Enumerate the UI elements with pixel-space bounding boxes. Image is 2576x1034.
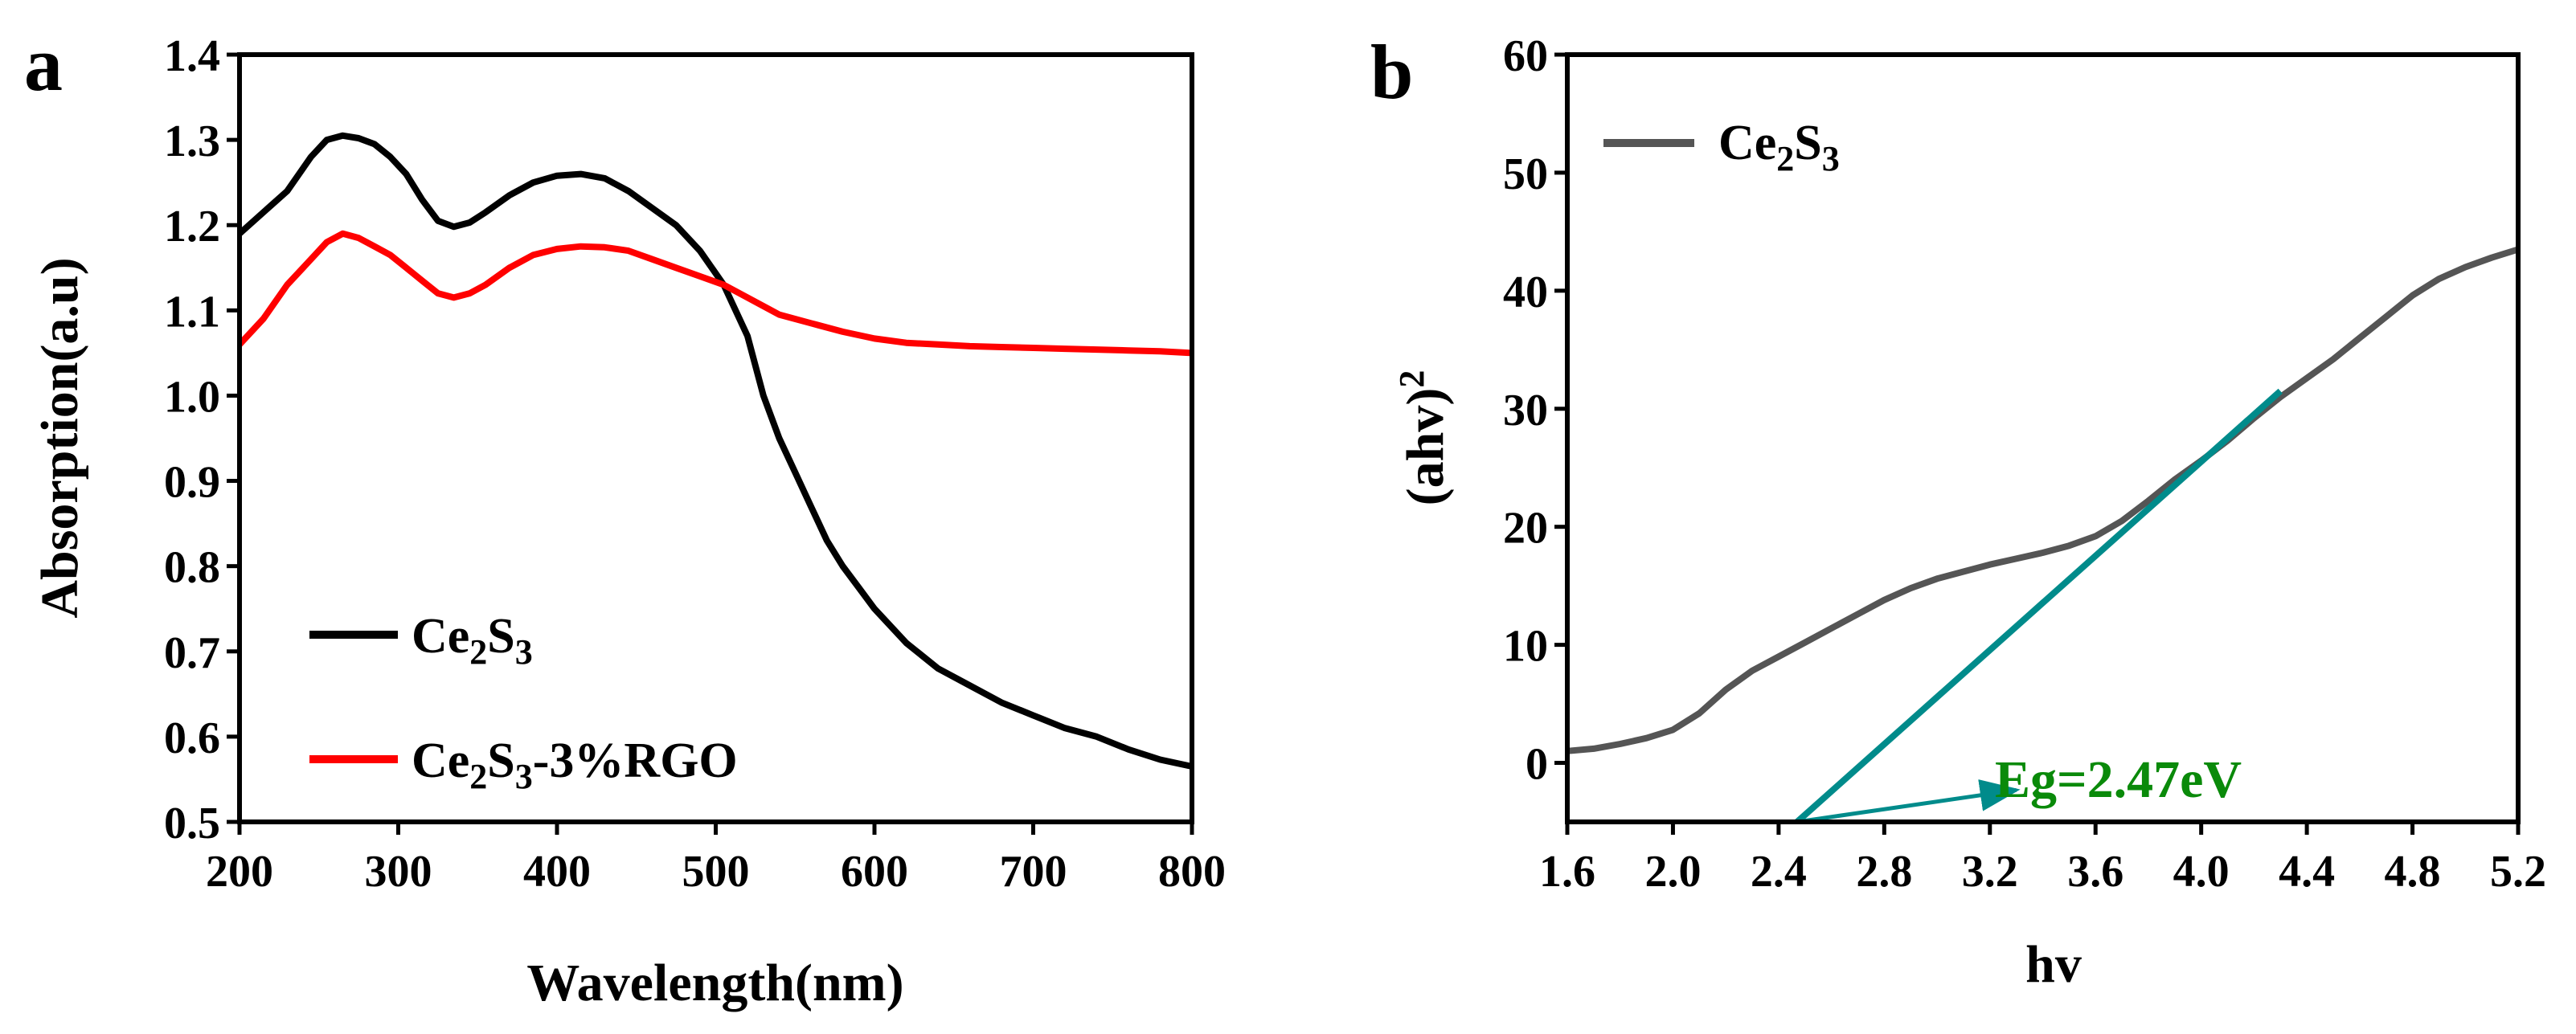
panel-b-legend: Ce2S3: [1603, 116, 1840, 178]
panel-a-x-tick-label: 300: [365, 847, 432, 897]
panel-a-y-tick-label: 1.0: [164, 372, 220, 422]
panel-b-y-axis-label: (ahv)2: [1392, 370, 1455, 506]
panel-b-y-tick-label: 10: [1503, 622, 1548, 672]
panel-b-y-tick-label: 20: [1503, 504, 1548, 554]
panel-b-x-tick-label: 4.8: [2385, 847, 2441, 897]
panel-a-y-tick-label: 1.4: [164, 31, 220, 81]
panel-a-x-tick-label: 800: [1158, 847, 1226, 897]
panel-a-x-axis-label: Wavelength(nm): [526, 954, 903, 1012]
panel-a-series-line-0: [240, 136, 1192, 766]
panel-b-x-tick-label: 2.8: [1856, 847, 1912, 897]
panel-b-curves: [1567, 249, 2518, 822]
panel-b-x-tick-label: 1.6: [1539, 847, 1595, 897]
panel-b-x-tick-label: 3.6: [2067, 847, 2123, 897]
panel-b-legend-label-ce2s3: Ce2S3: [1718, 116, 1840, 178]
panel-b-x-tick-label: 2.4: [1751, 847, 1807, 897]
panel-a-series-line-1: [240, 234, 1192, 354]
panel-a-x-tick-label: 500: [682, 847, 750, 897]
panel-b-series-line-0: [1567, 249, 2518, 750]
panel-b-y-tick-label: 30: [1503, 386, 1548, 435]
panel-a-legend-label-ce2s3-rgo: Ce2S3-3%RGO: [412, 734, 738, 796]
panel-a-y-tick-label: 1.1: [164, 287, 220, 337]
panel-b-y-tick-label: 40: [1503, 268, 1548, 317]
panel-a-y-tick-label: 0.7: [164, 628, 220, 678]
panel-a-legend-label-ce2s3: Ce2S3: [412, 609, 533, 672]
panel-b: b 1.6 2.0 2.4 2.8 3.2 3.6 4.0 4.4 4.8 5.2 0 10 20 30 4…: [1370, 29, 2546, 994]
panel-b-y-tick-label: 60: [1503, 31, 1548, 81]
panel-a-x-tick-label: 200: [206, 847, 273, 897]
panel-b-x-axis-label: hv: [2025, 935, 2082, 994]
panel-a-x-tick-label: 600: [841, 847, 908, 897]
panel-a-y-tick-label: 0.8: [164, 543, 220, 593]
panel-a-y-axis-label: Absorption(a.u): [31, 257, 89, 618]
panel-b-x-tick-label: 2.0: [1644, 847, 1701, 897]
panel-b-x-tick-label: 5.2: [2490, 847, 2546, 897]
panel-a-curves: [240, 136, 1192, 766]
panel-b-y-tick-label: 50: [1503, 149, 1548, 199]
panel-a-label: a: [24, 21, 63, 107]
panel-b-x-tick-label: 4.0: [2173, 847, 2230, 897]
panel-a-y-tick-label: 1.3: [164, 116, 220, 166]
panel-a-y-tick-label: 1.2: [164, 202, 220, 251]
panel-b-x-tick-label: 4.4: [2279, 847, 2335, 897]
panel-b-x-tick-label: 3.2: [1962, 847, 2018, 897]
panel-a-y-tick-label: 0.5: [164, 799, 220, 848]
panel-a-y-tick-label: 0.9: [164, 458, 220, 508]
panel-a-x-tick-label: 400: [523, 847, 591, 897]
panel-a-x-tick-label: 700: [1000, 847, 1067, 897]
panel-b-y-tick-label: 0: [1526, 740, 1548, 790]
panel-a-legend: Ce2S3 Ce2S3-3%RGO: [309, 609, 738, 796]
panel-b-label: b: [1370, 29, 1413, 115]
panel-a-plot-frame: [240, 55, 1192, 822]
panel-a: a 200 300 400 500 600 700 800 0.5 0.6 0.7 0.8 0.9 1.…: [24, 21, 1226, 1012]
panel-b-bandgap-annotation: Eg=2.47eV: [1995, 750, 2242, 809]
panel-a-y-tick-label: 0.6: [164, 713, 220, 763]
